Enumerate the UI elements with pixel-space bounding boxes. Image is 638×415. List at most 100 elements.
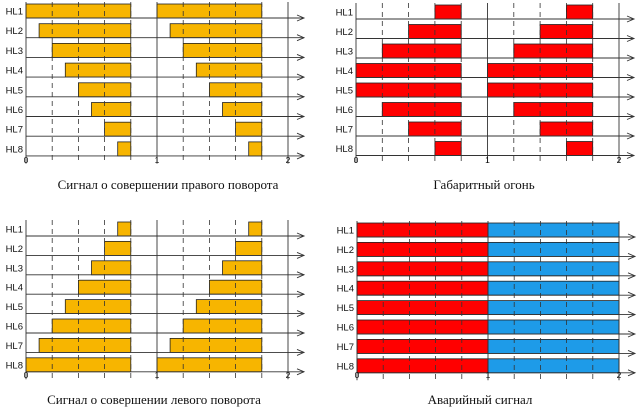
tick-label: 2 <box>286 155 291 165</box>
axis-arrow-icon <box>627 291 637 299</box>
pulse-bar <box>487 280 620 296</box>
pulse-bar <box>487 358 620 374</box>
channel-label: HL2 <box>336 27 353 38</box>
pulse-bar <box>38 23 132 39</box>
axis-arrow-icon <box>296 93 306 101</box>
axis-arrow-icon <box>627 349 637 357</box>
channel-label: HL6 <box>336 105 353 116</box>
pulse-bar <box>487 300 620 316</box>
channel-label: HL4 <box>336 66 353 77</box>
channel-label: HL5 <box>6 85 23 96</box>
pulse-bar <box>51 43 132 58</box>
pulse-bar <box>38 337 132 353</box>
channel-label: HL3 <box>337 264 354 275</box>
channel-label: HL1 <box>336 8 353 19</box>
pulse-bar <box>235 240 263 256</box>
channel-label: HL3 <box>6 46 23 57</box>
channel-label: HL1 <box>6 7 23 18</box>
tick-label: 2 <box>617 155 622 165</box>
pulse-bar <box>248 141 263 157</box>
tick-label: 0 <box>355 370 360 380</box>
pulse-bar <box>513 102 594 117</box>
axis-arrow-icon <box>296 14 306 22</box>
tick-label: 1 <box>485 155 490 165</box>
pulse-bar <box>222 260 263 276</box>
pulse-bar <box>104 240 132 256</box>
axis-arrow-icon <box>296 34 306 42</box>
channel-label: HL1 <box>6 225 23 236</box>
pulse-bar <box>169 23 263 39</box>
pulse-bar <box>381 43 462 59</box>
pulse-bar <box>487 319 620 335</box>
pulse-bar <box>64 299 132 315</box>
pulse-bar <box>64 62 132 78</box>
channel-label: HL8 <box>6 360 23 371</box>
pulse-bar <box>513 43 594 59</box>
axis-arrow-icon <box>296 113 306 120</box>
pulse-bar <box>91 260 132 276</box>
pulse-bar <box>487 241 620 257</box>
tick-label: 0 <box>24 370 29 380</box>
channel-label: HL4 <box>6 283 23 294</box>
pulse-bar <box>487 338 620 354</box>
channel-label: HL8 <box>337 361 354 372</box>
tick-label: 1 <box>155 370 160 380</box>
pulse-bar <box>566 141 594 156</box>
channel-label: HL6 <box>6 322 23 333</box>
channel-label: HL7 <box>336 125 353 136</box>
pulse-bar <box>356 280 489 296</box>
channel-label: HL7 <box>337 342 354 353</box>
tick-label: 2 <box>617 370 622 380</box>
axis-arrow-icon <box>626 132 636 140</box>
pulse-bar <box>434 4 462 20</box>
pulse-bar <box>381 102 462 117</box>
axis-arrow-icon <box>626 54 636 62</box>
pulse-bar <box>356 319 489 335</box>
axis-arrow-icon <box>296 271 306 279</box>
pulse-bar <box>356 261 489 277</box>
tick-label: 0 <box>354 155 359 165</box>
axis-arrow-icon <box>626 35 636 42</box>
pulse-bar <box>487 222 620 238</box>
axis-arrow-icon <box>627 330 637 338</box>
axis-arrow-icon <box>626 152 636 159</box>
pulse-bar <box>51 318 132 334</box>
axis-arrow-icon <box>296 152 306 160</box>
channel-label: HL2 <box>337 245 354 256</box>
pulse-bar <box>235 121 263 137</box>
pulse-bar <box>356 338 489 354</box>
channel-label: HL5 <box>337 303 354 314</box>
tick-label: 1 <box>155 155 160 165</box>
channel-label: HL4 <box>337 284 354 295</box>
axis-arrow-icon <box>296 368 306 376</box>
channel-label: HL3 <box>336 47 353 58</box>
axis-arrow-icon <box>626 15 636 23</box>
pulse-bar <box>248 221 263 237</box>
channel-label: HL8 <box>6 144 23 155</box>
pulse-bar <box>182 318 263 334</box>
channel-label: HL5 <box>6 302 23 313</box>
axis-arrow-icon <box>296 232 306 240</box>
pulse-bar <box>434 141 462 156</box>
channel-label: HL3 <box>6 263 23 274</box>
axis-arrow-icon <box>296 329 306 337</box>
tick-label: 1 <box>486 370 491 380</box>
channel-label: HL5 <box>336 86 353 97</box>
pulse-bar <box>169 337 263 353</box>
channel-label: HL7 <box>6 125 23 136</box>
pulse-bar <box>182 43 263 58</box>
caption-parking-light: Габаритный огонь <box>433 177 535 192</box>
channel-label: HL8 <box>336 144 353 155</box>
channel-label: HL4 <box>6 66 23 77</box>
axis-arrow-icon <box>627 369 637 377</box>
caption-left-turn: Сигнал о совершении левого поворота <box>47 392 261 407</box>
tick-label: 2 <box>286 370 291 380</box>
pulse-bar <box>566 4 594 20</box>
pulse-bar <box>356 241 489 257</box>
axis-arrow-icon <box>296 251 306 259</box>
pulse-bar <box>195 62 263 78</box>
axis-arrow-icon <box>626 74 636 81</box>
